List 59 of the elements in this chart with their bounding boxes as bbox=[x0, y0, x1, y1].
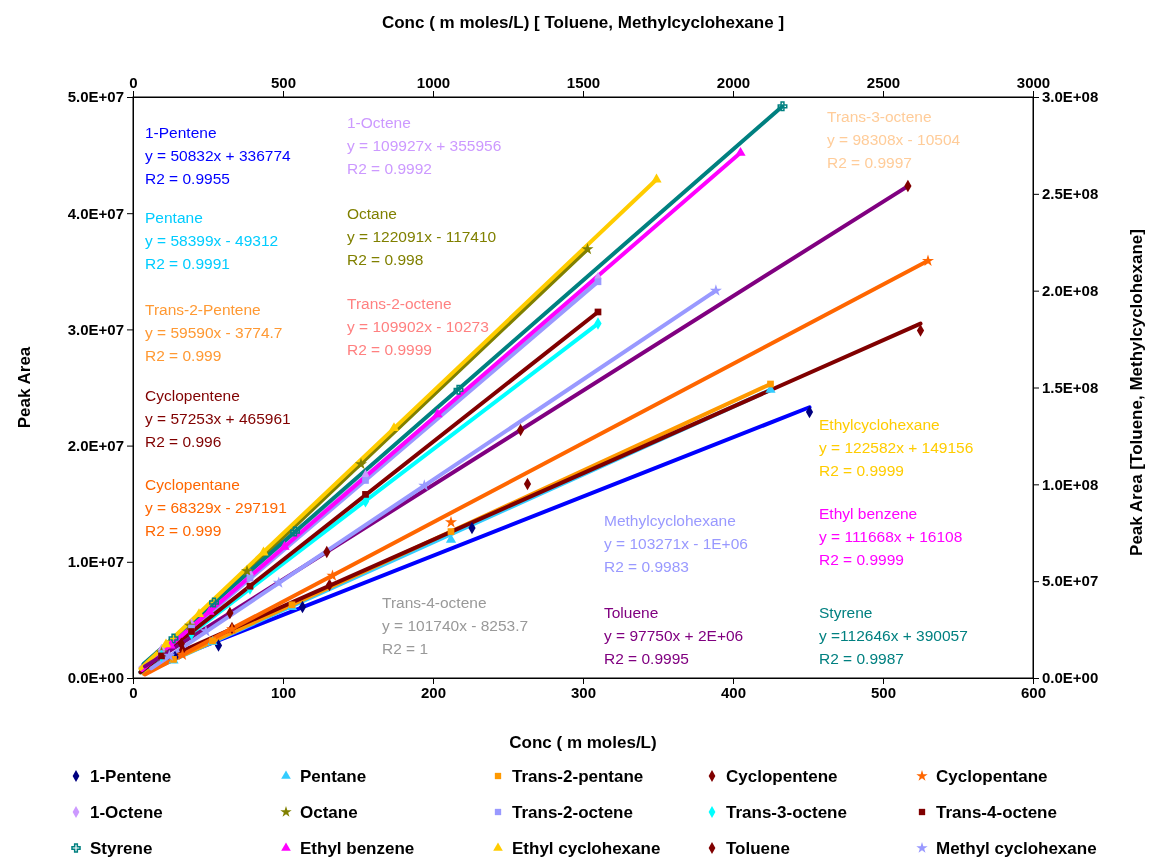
x2-tick-label: 500 bbox=[270, 74, 297, 91]
annotation: Methylcyclohexane y = 103271x - 1E+06 R2 = 0.9983 bbox=[604, 512, 748, 575]
legend-label: Ethyl benzene bbox=[300, 839, 415, 858]
y-tick-label: 4.0E+07 bbox=[67, 204, 124, 222]
legend-label: Cyclopentene bbox=[726, 767, 838, 786]
annotation: Styrene y =112646x + 390057 R2 = 0.9987 bbox=[819, 604, 968, 667]
x2-tick-label: 2000 bbox=[716, 74, 751, 91]
annotation: Cyclopentene y = 57253x + 465961 R2 = 0.996 bbox=[145, 387, 291, 450]
x2-axis-title: Conc ( m moles/L) [ Toluene, Methylcyclohexane ] bbox=[381, 13, 785, 32]
annotation: Ethyl benzene y = 111668x + 16108 R2 = 0.9999 bbox=[819, 505, 963, 568]
legend-label: Octane bbox=[300, 803, 358, 822]
y2-tick-label: 3.0E+08 bbox=[1042, 88, 1099, 106]
y-tick-label: 5.0E+07 bbox=[67, 88, 124, 106]
annotation: 1-Octene y = 109927x + 355956 R2 = 0.9992 bbox=[347, 114, 502, 177]
x2-tick-label: 1500 bbox=[566, 74, 601, 91]
x2-tick-label: 0 bbox=[129, 74, 138, 91]
annotation: 1-Pentene y = 50832x + 336774 R2 = 0.9955 bbox=[145, 124, 292, 187]
x-tick-label: 100 bbox=[270, 683, 297, 701]
x2-tick-label: 1000 bbox=[416, 74, 451, 91]
y2-tick-label: 2.0E+08 bbox=[1042, 281, 1099, 299]
y2-axis-title: Peak Area [Toluene, Methylcyclohexane] bbox=[1127, 229, 1146, 556]
legend-label: Cyclopentane bbox=[936, 767, 1048, 786]
x-tick-label: 500 bbox=[870, 683, 897, 701]
y-tick-label: 1.0E+07 bbox=[67, 553, 124, 571]
x-tick-label: 300 bbox=[570, 683, 597, 701]
annotation: Trans-2-octene y = 109902x - 10273 R2 = 0.9999 bbox=[347, 295, 489, 358]
annotation: Trans-3-octene y = 98308x - 10504 R2 = 0.9997 bbox=[827, 108, 961, 171]
annotation: Cyclopentane y = 68329x - 297191 R2 = 0.999 bbox=[145, 476, 287, 539]
legend-label: 1-Pentene bbox=[90, 767, 172, 786]
annotation: Toluene y = 97750x + 2E+06 R2 = 0.9995 bbox=[604, 604, 744, 667]
legend-label: Trans-3-octene bbox=[726, 803, 847, 822]
x2-tick-label: 2500 bbox=[866, 74, 901, 91]
legend-label: Trans-2-octene bbox=[512, 803, 633, 822]
y-axis-title: Peak Area bbox=[15, 346, 34, 429]
y2-tick-label: 5.0E+07 bbox=[1042, 572, 1099, 590]
legend-label: Trans-4-octene bbox=[936, 803, 1057, 822]
annotation: Octane y = 122091x - 117410 R2 = 0.998 bbox=[347, 205, 497, 268]
y-tick-label: 2.0E+07 bbox=[67, 436, 124, 454]
legend-label: Pentane bbox=[300, 767, 367, 786]
y-tick-label: 3.0E+07 bbox=[67, 320, 124, 338]
legend-label: Ethyl cyclohexane bbox=[512, 839, 661, 858]
x-tick-label: 0 bbox=[129, 683, 138, 701]
x-axis-title: Conc ( m moles/L) bbox=[509, 733, 657, 752]
x-tick-label: 400 bbox=[720, 683, 747, 701]
y2-tick-label: 2.5E+08 bbox=[1042, 185, 1099, 203]
y2-tick-label: 1.5E+08 bbox=[1042, 378, 1099, 396]
x-tick-label: 200 bbox=[420, 683, 447, 701]
legend-label: Methyl cyclohexane bbox=[936, 839, 1097, 858]
y-tick-label: 0.0E+00 bbox=[67, 669, 124, 687]
annotation: Trans-2-Pentene y = 59590x - 3774.7 R2 = 0.999 bbox=[145, 301, 283, 364]
legend-label: 1-Octene bbox=[90, 803, 163, 822]
y2-tick-label: 1.0E+08 bbox=[1042, 475, 1099, 493]
annotation: Pentane y = 58399x - 49312 R2 = 0.9991 bbox=[145, 209, 279, 272]
legend-label: Trans-2-pentane bbox=[512, 767, 644, 786]
annotation: Trans-4-octene y = 101740x - 8253.7 R2 = 1 bbox=[382, 594, 529, 657]
x2-tick-label: 3000 bbox=[1016, 74, 1051, 91]
legend-label: Styrene bbox=[90, 839, 153, 858]
legend-label: Toluene bbox=[726, 839, 790, 858]
annotation: Ethylcyclohexane y = 122582x + 149156 R2 = 0.9999 bbox=[819, 416, 974, 479]
